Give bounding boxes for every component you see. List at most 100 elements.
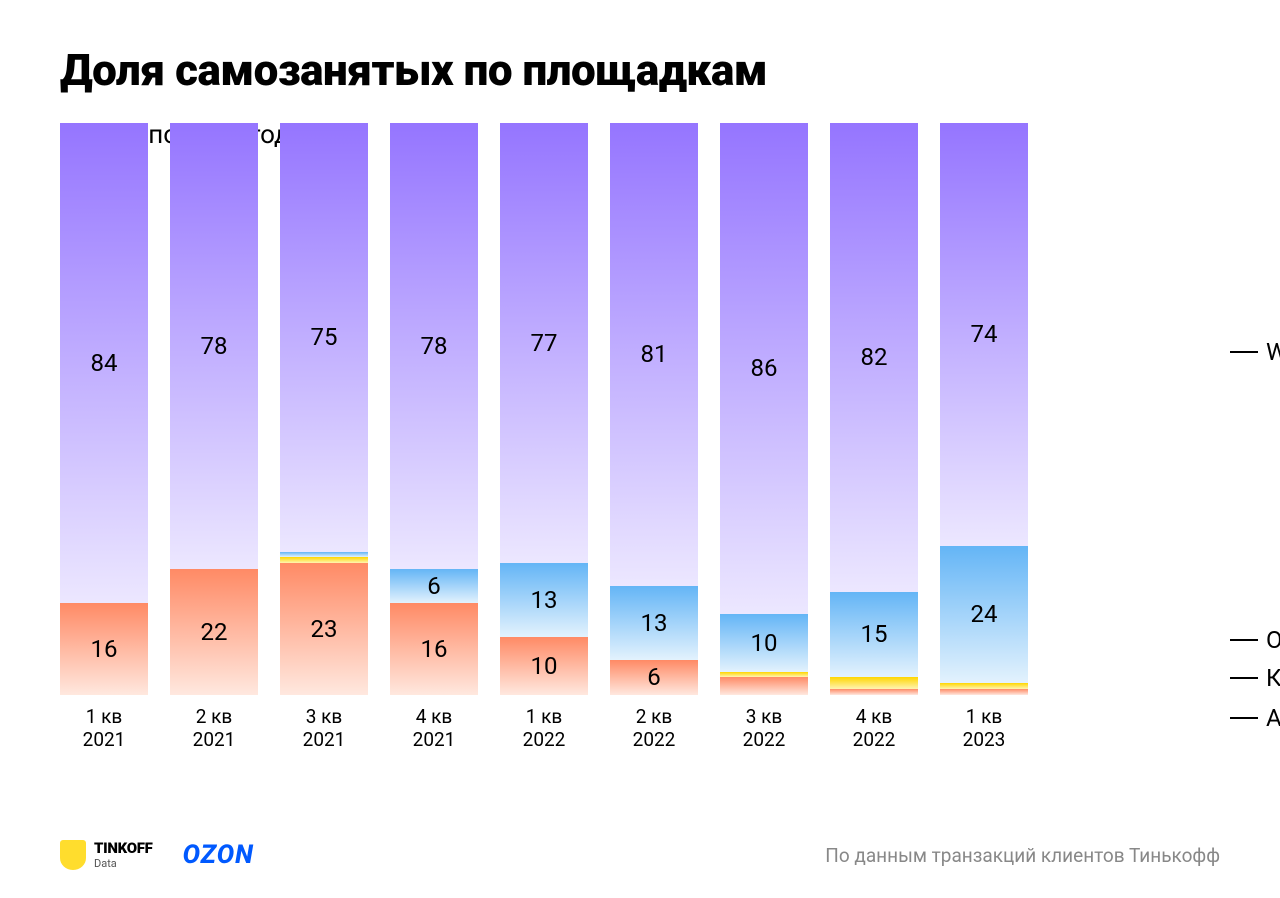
segment-value: 84	[91, 349, 118, 377]
legend-item-aliexpress: AliExpress	[1230, 704, 1280, 732]
bar-column: 23 11 75 3 кв2021	[280, 123, 368, 753]
segment-value: 10	[751, 629, 778, 657]
bar-column: 10 13 77 1 кв2022	[500, 123, 588, 753]
segment-value: 75	[311, 323, 338, 351]
segment-ozon: 15	[830, 592, 918, 678]
footer: TINKOFF Data OZON По данным транзакций к…	[60, 840, 1220, 870]
segment-value: 22	[201, 618, 228, 646]
x-axis-label: 4 кв2022	[853, 705, 896, 753]
legend-item-wildberries: Wildberries	[1230, 338, 1280, 366]
segment-value: 24	[971, 600, 998, 628]
segment-value: 77	[531, 329, 558, 357]
segment-value: 78	[421, 332, 448, 360]
segment-wildberries: 78	[170, 123, 258, 569]
legend-label: КazanExpress	[1266, 664, 1280, 692]
bar: 10 13 77	[500, 123, 588, 695]
segment-value: 13	[641, 609, 668, 637]
segment-wildberries: 86	[720, 123, 808, 615]
bar: 12 15 82	[830, 123, 918, 695]
segment-value: 16	[421, 635, 448, 663]
x-axis-label: 1 кв2021	[83, 705, 126, 753]
segment-kazanexpress: 1	[940, 683, 1028, 689]
segment-kazanexpress: 1	[280, 557, 368, 563]
segment-aliexpress: 16	[390, 603, 478, 695]
segment-wildberries: 77	[500, 123, 588, 563]
segment-aliexpress: 1	[830, 689, 918, 695]
tinkoff-logo: TINKOFF Data	[60, 840, 153, 870]
legend-connector-icon	[1230, 351, 1258, 353]
segment-aliexpress: 23	[280, 563, 368, 695]
segment-ozon: 1	[280, 552, 368, 558]
bar-column: 11 24 74 1 кв2023	[940, 123, 1028, 753]
segment-value: 74	[971, 320, 998, 348]
bar: 6 13 81	[610, 123, 698, 695]
segment-aliexpress: 6	[610, 660, 698, 694]
segment-value: 6	[427, 572, 441, 600]
legend-connector-icon	[1230, 639, 1258, 641]
stacked-bar-chart: 16841 кв202122782 кв20212311753 кв202116…	[60, 180, 1028, 752]
bar-column: 12 15 82 4 кв2022	[830, 123, 918, 753]
bar-column: 22 78 2 кв2021	[170, 123, 258, 753]
segment-aliexpress: 22	[170, 569, 258, 695]
segment-value: 6	[647, 663, 661, 691]
segment-value: 15	[861, 620, 888, 648]
bar: 23 11 75	[280, 123, 368, 695]
segment-wildberries: 82	[830, 123, 918, 592]
legend-item-kazanexpress: КazanExpress	[1230, 664, 1280, 692]
segment-aliexpress: 1	[940, 689, 1028, 695]
segment-wildberries: 81	[610, 123, 698, 586]
x-axis-label: 3 кв2021	[303, 705, 346, 753]
legend-connector-icon	[1230, 717, 1258, 719]
segment-aliexpress: 10	[500, 637, 588, 694]
bar: 11 24 74	[940, 123, 1028, 695]
segment-wildberries: 75	[280, 123, 368, 552]
legend-label: AliExpress	[1266, 704, 1280, 732]
segment-value: 78	[201, 332, 228, 360]
x-axis-label: 1 кв2023	[963, 705, 1006, 753]
x-axis-label: 2 кв2021	[193, 705, 236, 753]
segment-value: 13	[531, 586, 558, 614]
tinkoff-logo-sub: Data	[94, 858, 153, 869]
legend-connector-icon	[1230, 677, 1258, 679]
x-axis-label: 1 кв2022	[523, 705, 566, 753]
segment-value: 10	[531, 652, 558, 680]
legend-item-ozon: Ozon	[1230, 626, 1280, 654]
x-axis-label: 2 кв2022	[633, 705, 676, 753]
segment-ozon: 13	[610, 586, 698, 660]
segment-kazanexpress: 2	[830, 677, 918, 688]
segment-wildberries: 74	[940, 123, 1028, 546]
legend-label: Ozon	[1266, 626, 1280, 654]
segment-aliexpress: 16	[60, 603, 148, 695]
x-axis-label: 3 кв2022	[743, 705, 786, 753]
legend: Wildberries Ozon КazanExpress AliExpress	[1230, 180, 1280, 752]
bar: 1684	[60, 123, 148, 695]
segment-wildberries: 78	[390, 123, 478, 569]
segment-ozon: 10	[720, 614, 808, 671]
bar-column: 16 6 78 4 кв2021	[390, 123, 478, 753]
segment-value: 82	[861, 343, 888, 371]
x-axis-label: 4 кв2021	[413, 705, 456, 753]
segment-value: 23	[311, 615, 338, 643]
chart-area: 16841 кв202122782 кв20212311753 кв202116…	[60, 180, 1220, 752]
bar-column: 16841 кв2021	[60, 123, 148, 753]
segment-value: 86	[751, 354, 778, 382]
segment-ozon: 24	[940, 546, 1028, 683]
tinkoff-logo-text: TINKOFF	[94, 841, 153, 856]
ozon-logo: OZON	[183, 840, 254, 870]
chart-title: Доля самозанятых по площадкам	[60, 44, 1220, 96]
segment-ozon: 6	[390, 569, 478, 603]
segment-wildberries: 84	[60, 123, 148, 603]
bar-column: 6 13 81 2 кв2022	[610, 123, 698, 753]
bar: 16 6 78	[390, 123, 478, 695]
segment-value: 16	[91, 635, 118, 663]
legend-label: Wildberries	[1266, 338, 1280, 366]
bar: 31 10 86	[720, 123, 808, 695]
logo-row: TINKOFF Data OZON	[60, 840, 254, 870]
bar-column: 31 10 86 3 кв2022	[720, 123, 808, 753]
bar: 22 78	[170, 123, 258, 695]
segment-ozon: 13	[500, 563, 588, 637]
segment-kazanexpress: 1	[720, 672, 808, 678]
source-text: По данным транзакций клиентов Тинькофф	[825, 844, 1220, 867]
chart-page: Доля самозанятых по площадкам С 2021 по …	[0, 0, 1280, 898]
segment-aliexpress: 3	[720, 677, 808, 694]
